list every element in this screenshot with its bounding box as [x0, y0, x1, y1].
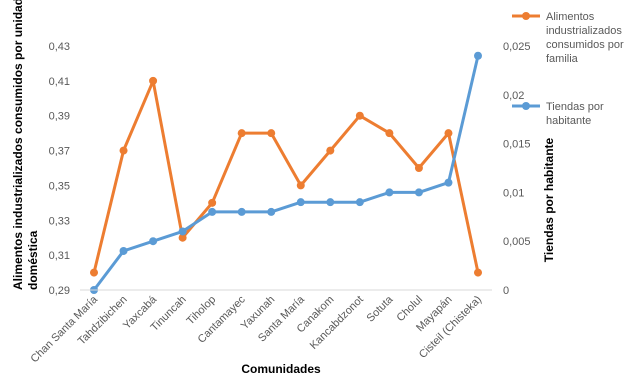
- left-axis-title-line-1: Alimentos industrializados consumidos po…: [11, 0, 25, 290]
- series-point-1: [178, 233, 187, 242]
- legend-swatch-marker: [522, 12, 530, 20]
- right-tick-label: 0,01: [503, 187, 524, 199]
- series-point-2: [355, 198, 364, 207]
- series-point-2: [474, 51, 482, 60]
- series-point-2: [267, 207, 276, 216]
- series-point-1: [237, 129, 246, 138]
- series-point-1: [149, 76, 158, 85]
- left-tick-label: 0,39: [49, 111, 70, 123]
- series-point-2: [414, 188, 423, 197]
- series-point-1: [414, 164, 423, 172]
- right-tick-label: 0,015: [503, 139, 531, 151]
- series-point-2: [444, 178, 453, 187]
- right-tick-label: 0,02: [503, 90, 524, 102]
- left-tick-label: 0,43: [49, 41, 70, 53]
- left-axis-title-line-2: doméstica: [26, 230, 40, 290]
- legend-swatch-marker: [522, 102, 530, 110]
- series-point-2: [385, 188, 394, 197]
- series-point-1: [296, 181, 305, 190]
- x-axis-title: Comunidades: [241, 362, 321, 376]
- x-axis-ticks: Chan Santa MaríaTahdzibichenYaxcabáTinun…: [29, 293, 485, 365]
- legend: Alimentos industrializados consumidos por f…: [512, 11, 624, 127]
- left-axis-title: Alimentos industrializados consumidos po…: [11, 0, 40, 290]
- right-tick-label: 0,005: [503, 236, 531, 248]
- left-tick-label: 0,33: [49, 215, 70, 227]
- legend-label: Alimentos industrializados consumidos por f…: [546, 11, 624, 65]
- series-point-1: [208, 198, 217, 207]
- series-point-2: [119, 246, 128, 255]
- legend-label: Tiendas por habitante: [546, 101, 604, 127]
- series-point-2: [296, 198, 305, 207]
- right-axis-title: Tiendas por habitante: [542, 137, 556, 262]
- x-tick-label: Sotuta: [365, 293, 397, 325]
- series-point-2: [178, 227, 187, 236]
- series-point-1: [119, 146, 128, 155]
- right-axis-ticks: 0 0,005 0,01 0,015 0,02 0,025: [503, 41, 531, 297]
- series-point-1: [474, 268, 482, 277]
- series-point-1: [385, 129, 394, 138]
- left-tick-label: 0,31: [49, 250, 70, 262]
- series-point-2: [208, 207, 217, 216]
- left-axis-ticks: 0,29 0,31 0,33 0,35 0,37 0,39 0,41 0,43: [49, 41, 70, 297]
- series-point-1: [90, 268, 98, 277]
- series-point-2: [149, 237, 158, 246]
- series-layer: [90, 51, 482, 294]
- series-point-1: [267, 129, 276, 138]
- right-tick-label: 0: [503, 285, 509, 297]
- series-point-2: [237, 207, 246, 216]
- left-tick-label: 0,37: [49, 146, 70, 158]
- series-point-1: [326, 146, 335, 155]
- x-tick-label: Kancabdzonot: [308, 294, 366, 352]
- left-tick-label: 0,41: [49, 76, 70, 88]
- series-line-2: [92, 55, 480, 291]
- series-point-1: [444, 129, 453, 138]
- series-point-1: [355, 111, 364, 120]
- series-point-2: [326, 198, 335, 207]
- left-tick-label: 0,35: [49, 180, 70, 192]
- left-tick-label: 0,29: [49, 285, 70, 297]
- series-line-1: [92, 79, 480, 273]
- right-tick-label: 0,025: [503, 41, 531, 53]
